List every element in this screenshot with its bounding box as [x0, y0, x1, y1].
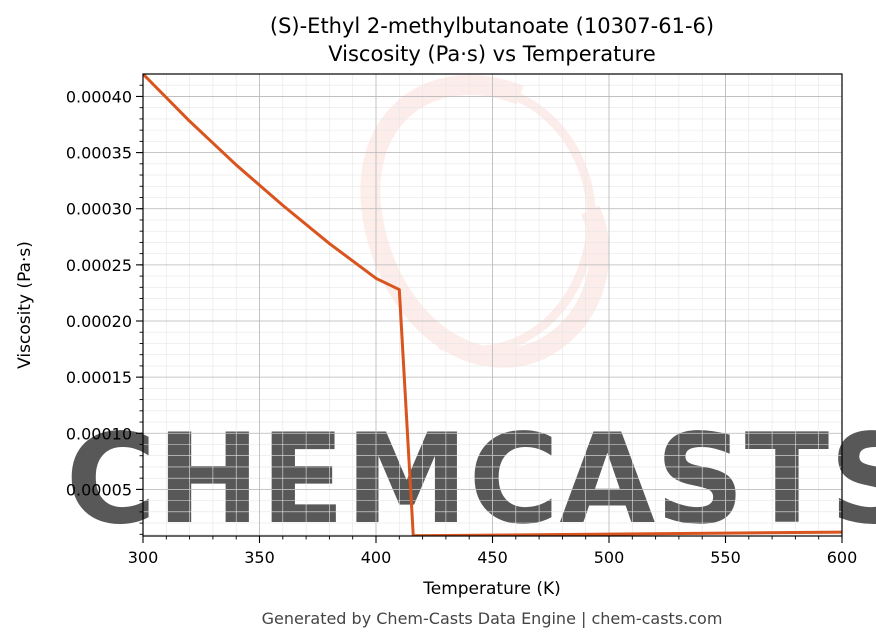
x-tick-label: 600	[827, 548, 858, 567]
x-tick-label: 300	[128, 548, 159, 567]
chart-subtitle: Viscosity (Pa·s) vs Temperature	[328, 42, 656, 66]
y-tick-label: 0.00025	[66, 256, 132, 275]
y-tick-labels: 0.00005 0.00010 0.00015 0.00020 0.00025 0.000…	[66, 87, 132, 499]
ticks	[136, 84, 843, 543]
series-layer	[143, 74, 842, 536]
y-tick-label: 0.00040	[66, 87, 132, 106]
watermark: CHEMCASTS	[65, 75, 876, 552]
x-tick-label: 550	[710, 548, 741, 567]
x-axis-label: Temperature (K)	[422, 579, 561, 599]
y-tick-label: 0.00010	[66, 424, 132, 443]
grid-major	[142, 74, 843, 536]
y-tick-label: 0.00030	[66, 200, 132, 219]
x-tick-label: 400	[361, 548, 392, 567]
y-tick-label: 0.00005	[66, 480, 132, 499]
chart-title: (S)-Ethyl 2-methylbutanoate (10307-61-6)	[270, 14, 714, 38]
y-tick-label: 0.00020	[66, 312, 132, 331]
series-line-1	[143, 74, 842, 536]
watermark-swirl-stroke-inner	[438, 80, 596, 356]
y-tick-label: 0.00015	[66, 368, 132, 387]
y-tick-label: 0.00035	[66, 144, 132, 163]
footer-text: Generated by Chem-Casts Data Engine | ch…	[262, 609, 723, 628]
x-tick-label: 350	[244, 548, 275, 567]
x-tick-label: 500	[594, 548, 625, 567]
watermark-swirl-icon	[360, 75, 610, 368]
x-tick-labels: 300 350 400 450 500 550 600	[128, 548, 858, 567]
x-tick-label: 450	[477, 548, 508, 567]
watermark-text: CHEMCASTS	[65, 408, 876, 552]
y-axis-label: Viscosity (Pa·s)	[15, 241, 35, 369]
watermark-swirl-stroke	[360, 75, 610, 368]
